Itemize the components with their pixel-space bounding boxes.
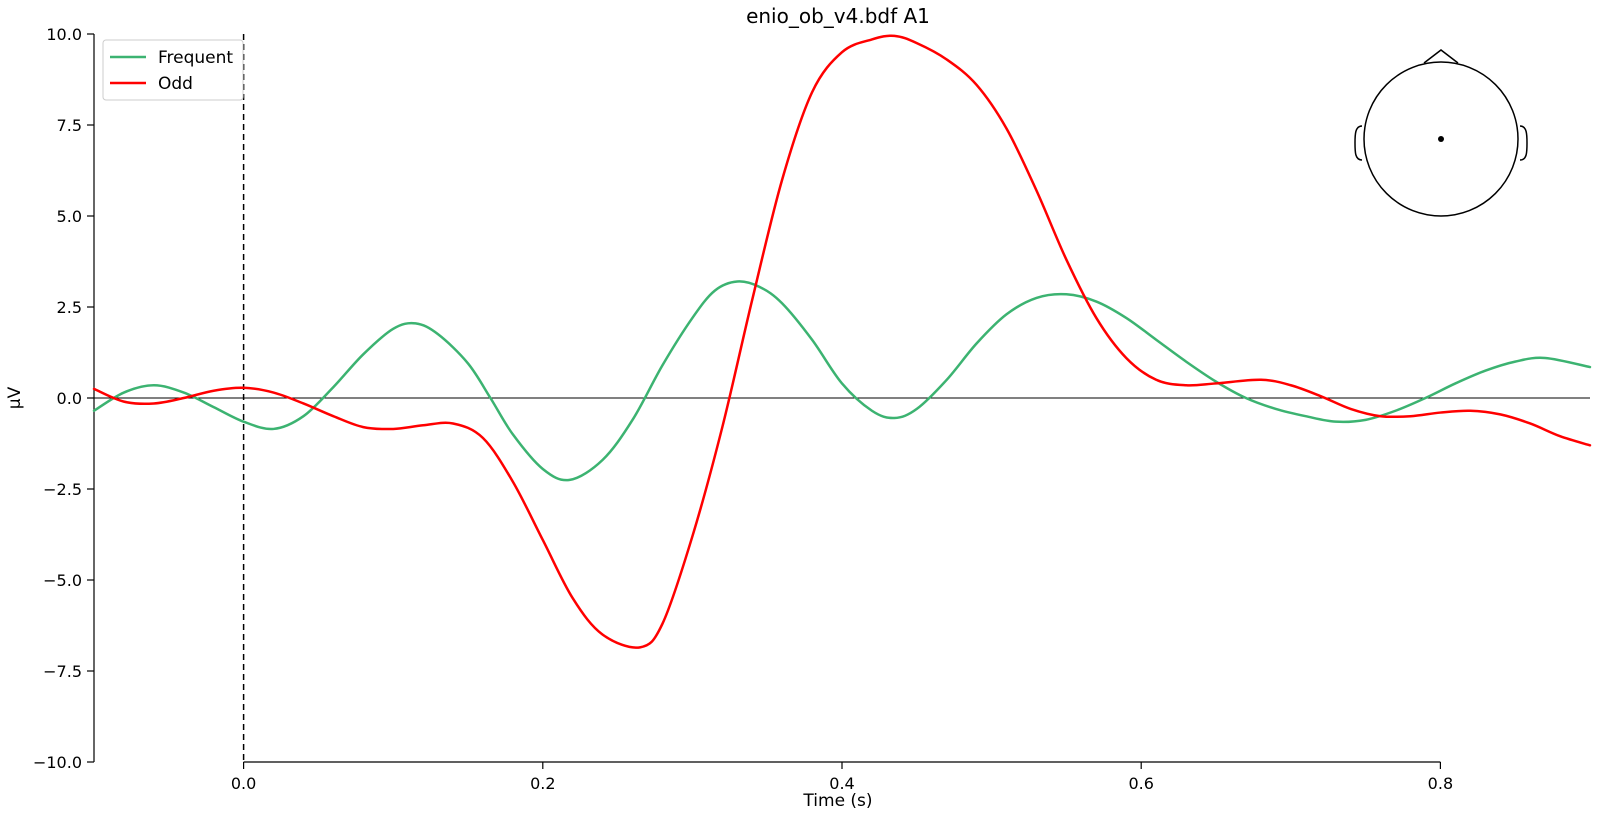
y-axis-label: µV — [5, 386, 25, 409]
y-axis: 10.0 7.5 5.0 2.5 0.0 −2.5 −5.0 −7.5 −10.0 — [33, 25, 95, 772]
y-tick-label: 5.0 — [57, 207, 82, 226]
y-tick-label: −10.0 — [33, 753, 82, 772]
head-sensor-inset — [1354, 49, 1528, 217]
chart-title: enio_ob_v4.bdf A1 — [746, 4, 930, 28]
x-axis: 0.0 0.2 0.4 0.6 0.8 — [231, 761, 1453, 793]
series-line-odd — [92, 34, 1592, 649]
x-tick-label: 0.0 — [231, 774, 256, 793]
y-tick-label: 0.0 — [57, 389, 82, 408]
legend-label-odd: Odd — [158, 74, 193, 94]
x-tick-label: 0.4 — [829, 774, 854, 793]
head-nose-icon — [1423, 49, 1459, 64]
y-tick-label: −2.5 — [43, 480, 82, 499]
y-tick-label: −7.5 — [43, 662, 82, 681]
y-tick-label: 2.5 — [57, 298, 82, 317]
x-axis-label: Time (s) — [802, 791, 872, 811]
legend: Frequent Odd — [102, 39, 244, 101]
x-tick-label: 0.8 — [1428, 774, 1453, 793]
series-line-frequent — [92, 280, 1592, 482]
legend-label-frequent: Frequent — [158, 48, 233, 68]
head-right-ear-icon — [1519, 125, 1528, 161]
x-tick-label: 0.6 — [1128, 774, 1153, 793]
series-group — [92, 34, 1592, 649]
y-tick-label: 7.5 — [57, 116, 82, 135]
sensor-dot-icon — [1438, 136, 1444, 142]
y-tick-label: −5.0 — [43, 571, 82, 590]
head-left-ear-icon — [1354, 125, 1363, 161]
y-tick-label: 10.0 — [46, 25, 82, 44]
x-tick-label: 0.2 — [530, 774, 555, 793]
legend-box — [102, 39, 244, 101]
